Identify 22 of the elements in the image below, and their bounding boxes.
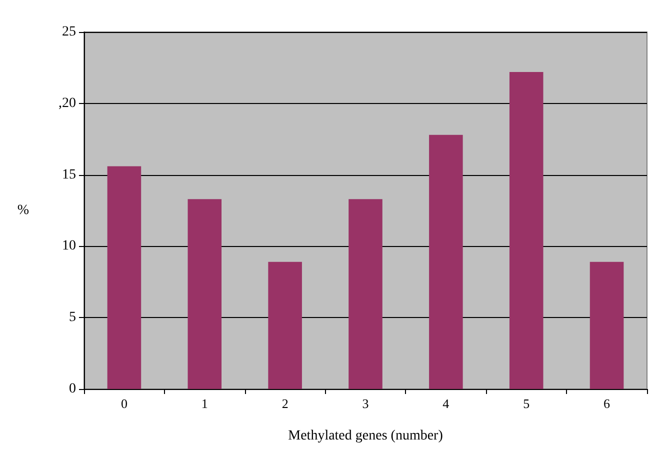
y-tick-label: 10 bbox=[62, 238, 76, 254]
bar bbox=[509, 72, 544, 389]
x-tick-label: 5 bbox=[523, 396, 530, 411]
x-tick-label: 1 bbox=[201, 396, 208, 411]
y-tick-label: 5 bbox=[69, 310, 76, 326]
y-tick-label: 0 bbox=[69, 382, 76, 396]
bar bbox=[348, 199, 382, 389]
bar bbox=[188, 199, 222, 389]
x-tick-label: 6 bbox=[604, 396, 611, 411]
y-tick-label: ,20 bbox=[58, 96, 76, 111]
x-tick-label: 4 bbox=[442, 396, 450, 411]
bar bbox=[268, 262, 302, 389]
x-axis-title: Methylated genes (number) bbox=[288, 428, 444, 444]
x-tick-label: 3 bbox=[362, 396, 369, 411]
bar bbox=[590, 262, 624, 389]
y-tick-label: 25 bbox=[62, 24, 76, 40]
x-tick-label: 0 bbox=[120, 396, 128, 411]
x-tick-label: 2 bbox=[282, 396, 288, 411]
bar bbox=[429, 134, 463, 389]
y-axis-title: % bbox=[17, 203, 30, 218]
bar bbox=[107, 166, 142, 389]
y-tick-label: 15 bbox=[62, 167, 76, 182]
